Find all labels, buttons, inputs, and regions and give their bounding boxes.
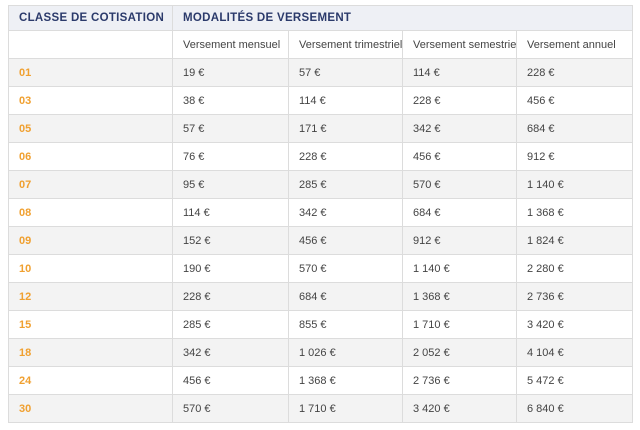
amount-cell: 2 052 € xyxy=(402,338,517,367)
class-cell: 09 xyxy=(8,226,173,255)
column-header: Versement annuel xyxy=(515,30,634,59)
table-row: 06 76 €228 €456 €912 € xyxy=(8,142,634,171)
amount-cell: 228 € xyxy=(515,58,634,87)
table-row: 01 19 €57 €114 €228 € xyxy=(8,58,634,87)
amount-cell: 114 € xyxy=(288,86,403,115)
amount-cell: 342 € xyxy=(402,114,517,143)
class-cell: 01 xyxy=(8,58,173,87)
amount-cell: 1 140 € xyxy=(402,254,517,283)
amount-cell: 1 710 € xyxy=(402,310,517,339)
table-row: 12 228 €684 €1 368 €2 736 € xyxy=(8,282,634,311)
amount-cell: 57 € xyxy=(288,58,403,87)
table-row: 30 570 €1 710 €3 420 €6 840 € xyxy=(8,394,634,423)
class-cell: 06 xyxy=(8,142,173,171)
amount-cell: 1 710 € xyxy=(288,394,403,423)
class-cell: 10 xyxy=(8,254,173,283)
header-row: CLASSE DE COTISATION MODALITÉS DE VERSEM… xyxy=(8,5,634,31)
column-header: Versement trimestriel xyxy=(288,30,403,59)
amount-cell: 4 104 € xyxy=(515,338,634,367)
table-row: 03 38 €114 €228 €456 € xyxy=(8,86,634,115)
column-header: Versement mensuel xyxy=(172,30,289,59)
table-row: 08 114 €342 €684 €1 368 € xyxy=(8,198,634,227)
amount-cell: 456 € xyxy=(402,142,517,171)
amount-cell: 285 € xyxy=(172,310,289,339)
table-row: 09 152 €456 €912 €1 824 € xyxy=(8,226,634,255)
amount-cell: 1 026 € xyxy=(288,338,403,367)
amount-cell: 570 € xyxy=(288,254,403,283)
amount-cell: 912 € xyxy=(402,226,517,255)
table-body: 01 19 €57 €114 €228 €03 38 €114 €228 €456 … xyxy=(8,58,634,423)
amount-cell: 456 € xyxy=(288,226,403,255)
amount-cell: 456 € xyxy=(515,86,634,115)
class-cell: 05 xyxy=(8,114,173,143)
class-cell: 03 xyxy=(8,86,173,115)
amount-cell: 855 € xyxy=(288,310,403,339)
amount-cell: 228 € xyxy=(288,142,403,171)
column-header: Versement semestriel xyxy=(402,30,517,59)
amount-cell: 228 € xyxy=(402,86,517,115)
amount-cell: 1 824 € xyxy=(515,226,634,255)
amount-cell: 456 € xyxy=(172,366,289,395)
amount-cell: 171 € xyxy=(288,114,403,143)
amount-cell: 1 368 € xyxy=(402,282,517,311)
amount-cell: 1 368 € xyxy=(515,198,634,227)
header-cell: CLASSE DE COTISATION xyxy=(8,5,173,31)
amount-cell: 684 € xyxy=(288,282,403,311)
class-cell: 18 xyxy=(8,338,173,367)
table-row: 15 285 €855 €1 710 €3 420 € xyxy=(8,310,634,339)
class-cell: 08 xyxy=(8,198,173,227)
amount-cell: 6 840 € xyxy=(515,394,634,423)
amount-cell: 228 € xyxy=(172,282,289,311)
amount-cell: 2 280 € xyxy=(515,254,634,283)
amount-cell: 152 € xyxy=(172,226,289,255)
amount-cell: 3 420 € xyxy=(402,394,517,423)
empty-cell xyxy=(8,30,173,59)
amount-cell: 95 € xyxy=(172,170,289,199)
amount-cell: 285 € xyxy=(288,170,403,199)
amount-cell: 38 € xyxy=(172,86,289,115)
contribution-table: CLASSE DE COTISATION MODALITÉS DE VERSEM… xyxy=(8,5,634,423)
amount-cell: 19 € xyxy=(172,58,289,87)
amount-cell: 5 472 € xyxy=(515,366,634,395)
amount-cell: 2 736 € xyxy=(402,366,517,395)
class-cell: 30 xyxy=(8,394,173,423)
class-cell: 15 xyxy=(8,310,173,339)
amount-cell: 684 € xyxy=(402,198,517,227)
table-row: 07 95 €285 €570 €1 140 € xyxy=(8,170,634,199)
amount-cell: 684 € xyxy=(515,114,634,143)
amount-cell: 570 € xyxy=(402,170,517,199)
column-row: Versement mensuel Versement trimestriel Ve… xyxy=(8,30,634,59)
amount-cell: 76 € xyxy=(172,142,289,171)
header-cell: MODALITÉS DE VERSEMENT xyxy=(171,5,634,31)
amount-cell: 3 420 € xyxy=(515,310,634,339)
class-cell: 24 xyxy=(8,366,173,395)
amount-cell: 114 € xyxy=(172,198,289,227)
amount-cell: 57 € xyxy=(172,114,289,143)
table-row: 05 57 €171 €342 €684 € xyxy=(8,114,634,143)
amount-cell: 2 736 € xyxy=(515,282,634,311)
amount-cell: 1 140 € xyxy=(515,170,634,199)
table-row: 10 190 €570 €1 140 €2 280 € xyxy=(8,254,634,283)
class-cell: 12 xyxy=(8,282,173,311)
amount-cell: 912 € xyxy=(515,142,634,171)
amount-cell: 342 € xyxy=(288,198,403,227)
table-row: 18 342 €1 026 €2 052 €4 104 € xyxy=(8,338,634,367)
amount-cell: 190 € xyxy=(172,254,289,283)
amount-cell: 342 € xyxy=(172,338,289,367)
class-cell: 07 xyxy=(8,170,173,199)
amount-cell: 570 € xyxy=(172,394,289,423)
amount-cell: 114 € xyxy=(402,58,517,87)
amount-cell: 1 368 € xyxy=(288,366,403,395)
table-row: 24 456 €1 368 €2 736 €5 472 € xyxy=(8,366,634,395)
